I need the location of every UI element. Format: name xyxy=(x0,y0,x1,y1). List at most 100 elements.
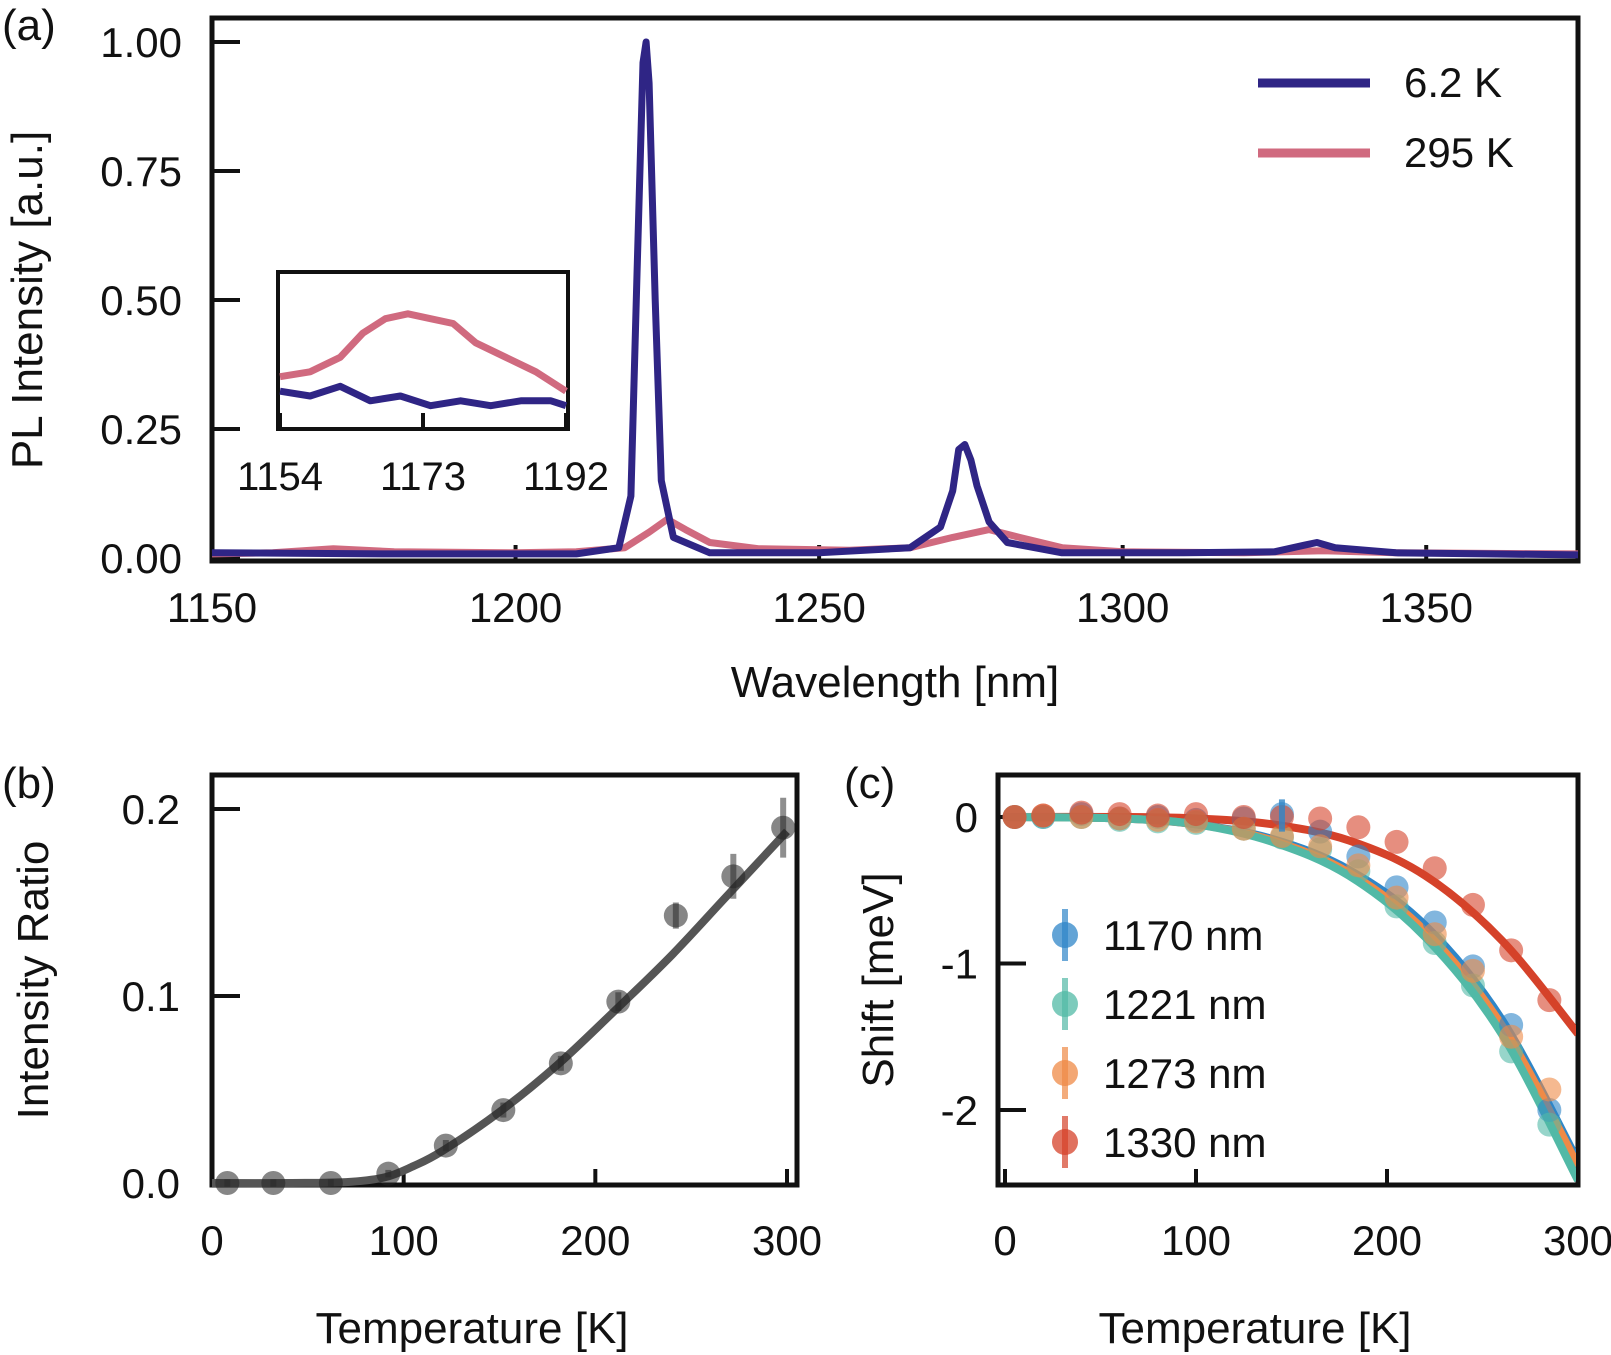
panel-b-point xyxy=(433,1133,458,1158)
panel-b-point xyxy=(663,903,688,928)
panel-a-ticks: 1150 1200 1250 1300 1350 0.00 0.25 0.50 0.75 1.00 xyxy=(100,19,1473,631)
panel-a-xtick-label: 1200 xyxy=(469,584,562,631)
inset-line-295k xyxy=(279,310,568,395)
panel-c-ylabel: Shift [meV] xyxy=(854,872,903,1087)
inset-line-6-2k xyxy=(279,382,568,410)
panel-c-xlabel: Temperature [K] xyxy=(1098,1304,1411,1353)
panel-b-point xyxy=(606,989,631,1014)
series-line-6-2k xyxy=(211,38,1579,559)
panel-c-point-1273-nm xyxy=(1308,834,1333,859)
panel-b-fit-line xyxy=(211,828,790,1188)
panel-c-ticks: 0 100 200 300 0 -1 -2 xyxy=(941,794,1611,1264)
panel-b-frame xyxy=(209,772,800,1188)
panel-a-ytick-label: 0.50 xyxy=(100,277,182,324)
panel-c-fit-1170-nm xyxy=(1004,813,1576,1164)
panel-c-point-1330-nm xyxy=(1231,805,1256,829)
panel-c-point-1330-nm xyxy=(1145,803,1170,828)
panel-b-xtick-label: 200 xyxy=(560,1217,630,1264)
panel-b-points xyxy=(215,797,796,1195)
legend-c-marker xyxy=(1052,1129,1078,1155)
panel-c-point-1273-nm xyxy=(1499,1024,1524,1049)
panel-c-fit-1273-nm xyxy=(1004,813,1576,1168)
panel-c-point-1330-nm xyxy=(1069,800,1094,825)
panel-a-xtick-label: 1350 xyxy=(1380,584,1473,631)
panel-c-point-1273-nm xyxy=(1460,958,1485,983)
panel-c-point-1330-nm xyxy=(1384,829,1409,854)
legend-c-marker xyxy=(1052,991,1078,1017)
inset-xtick-label: 1173 xyxy=(380,455,466,499)
panel-c-points xyxy=(1002,799,1562,1137)
panel-a-ylabel: PL Intensity [a.u.] xyxy=(3,131,52,469)
panel-a-legend: 6.2 K 295 K xyxy=(1258,59,1514,176)
panel-c-point-1330-nm xyxy=(1002,805,1027,829)
inset-series xyxy=(279,310,568,410)
panel-c-xtick-label: 100 xyxy=(1161,1217,1231,1264)
panel-b-point xyxy=(771,815,796,840)
panel-a-xtick-label: 1250 xyxy=(772,584,865,631)
panel-b-point xyxy=(721,864,746,889)
panel-c-legend: 1170 nm 1221 nm 1273 nm 1330 nm xyxy=(1052,909,1266,1168)
inset-ticks: 1154 1173 1192 xyxy=(237,413,609,499)
panel-c-point-1273-nm xyxy=(1537,1077,1562,1102)
legend-label-295k: 295 K xyxy=(1404,129,1514,176)
panel-b-xlabel: Temperature [K] xyxy=(315,1304,628,1353)
panel-b-fit xyxy=(211,828,790,1188)
legend-c-label: 1170 nm xyxy=(1103,912,1263,959)
panel-c-point-1330-nm xyxy=(1499,938,1524,963)
panel-a-xtick-label: 1150 xyxy=(167,584,257,631)
panel-c-point-1330-nm xyxy=(1107,802,1132,827)
panel-b-xtick-label: 0 xyxy=(200,1217,223,1264)
panel-c-xtick-label: 300 xyxy=(1543,1217,1611,1264)
legend-c-label: 1273 nm xyxy=(1103,1050,1266,1097)
inset-xtick-label: 1192 xyxy=(523,455,609,499)
panel-b-label: (b) xyxy=(2,759,56,808)
panel-b-ytick-label: 0.1 xyxy=(122,973,180,1020)
panel-c-point-1330-nm xyxy=(1308,806,1333,831)
panel-c-point-1221-nm xyxy=(1537,1112,1562,1137)
panel-b-ylabel: Intensity Ratio xyxy=(9,841,58,1120)
panel-c-fits xyxy=(1004,812,1576,1183)
panel-c-point-1330-nm xyxy=(1537,988,1562,1013)
panel-c: 0 100 200 300 0 -1 -2 1170 nm 1221 nm 1273 nm 133… xyxy=(844,759,1611,1353)
panel-a-ytick-label: 0.25 xyxy=(100,406,182,453)
legend-c-marker xyxy=(1052,1060,1078,1086)
panel-b-point xyxy=(548,1051,573,1076)
panel-c-ytick-label: -1 xyxy=(941,941,978,988)
panel-a-ytick-label: 1.00 xyxy=(100,19,182,66)
panel-b-point xyxy=(376,1161,401,1186)
panel-b-point xyxy=(318,1171,343,1195)
panel-c-point-1273-nm xyxy=(1384,885,1409,910)
panel-b-xtick-label: 300 xyxy=(752,1217,822,1264)
panel-b-ytick-label: 0.2 xyxy=(122,786,180,833)
panel-a-series xyxy=(211,38,1579,559)
legend-c-marker xyxy=(1052,922,1078,948)
panel-a: 1150 1200 1250 1300 1350 0.00 0.25 0.50 0.75 1.00… xyxy=(2,1,1581,707)
panel-c-ytick-label: -2 xyxy=(941,1087,978,1134)
panel-a-label: (a) xyxy=(2,1,56,50)
panel-a-inset: 1154 1173 1192 xyxy=(237,270,609,499)
panel-c-frame xyxy=(995,772,1581,1188)
legend-c-label: 1221 nm xyxy=(1103,981,1266,1028)
legend-label-6-2k: 6.2 K xyxy=(1404,59,1502,106)
panel-c-ytick-label: 0 xyxy=(955,794,978,841)
panel-c-point-1330-nm xyxy=(1422,856,1447,881)
panel-c-xtick-label: 200 xyxy=(1352,1217,1422,1264)
panel-a-xtick-label: 1300 xyxy=(1076,584,1169,631)
inset-xtick-label: 1154 xyxy=(237,455,323,499)
panel-a-ytick-label: 0.75 xyxy=(100,148,182,195)
panel-b-point xyxy=(261,1171,286,1195)
panel-c-point-1330-nm xyxy=(1346,815,1371,840)
panel-a-xlabel: Wavelength [nm] xyxy=(731,658,1060,707)
panel-c-point-1273-nm xyxy=(1269,824,1294,849)
panel-c-point-1273-nm xyxy=(1422,922,1447,947)
legend-c-label: 1330 nm xyxy=(1103,1119,1266,1166)
panel-b-ytick-label: 0.0 xyxy=(122,1160,180,1207)
panel-c-point-1330-nm xyxy=(1184,802,1208,827)
panel-c-xtick-label: 0 xyxy=(993,1217,1016,1264)
panel-c-label: (c) xyxy=(844,759,895,808)
panel-b-ticks: 0 100 200 300 0.0 0.1 0.2 xyxy=(122,786,822,1264)
panel-a-frame xyxy=(209,15,1581,564)
panel-b-xtick-label: 100 xyxy=(369,1217,439,1264)
